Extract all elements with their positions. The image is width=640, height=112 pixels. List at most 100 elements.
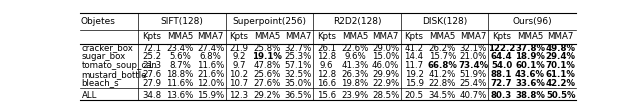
Text: 72.1: 72.1 [142,43,161,53]
Text: Ours(96): Ours(96) [513,17,552,26]
Text: Kpts: Kpts [142,32,161,41]
Text: MMA7: MMA7 [372,32,399,41]
Text: DISK(128): DISK(128) [422,17,467,26]
Text: 21.6%: 21.6% [197,70,224,79]
Text: 29.2%: 29.2% [254,91,281,100]
Text: 72.7: 72.7 [491,79,513,88]
Text: 25.8%: 25.8% [254,43,281,53]
Text: 80.3: 80.3 [491,91,512,100]
Text: sugar_box: sugar_box [81,52,125,61]
Text: MMA7: MMA7 [285,32,311,41]
Text: Kpts: Kpts [317,32,336,41]
Text: 15.0%: 15.0% [372,52,399,61]
Text: 70.1%: 70.1% [546,61,575,70]
Text: 37.8%: 37.8% [515,43,545,53]
Text: 10.7: 10.7 [230,79,248,88]
Text: 16.6: 16.6 [317,79,336,88]
Text: 12.8: 12.8 [317,52,336,61]
Text: 27.6%: 27.6% [254,79,281,88]
Text: 40.7%: 40.7% [460,91,487,100]
Text: 15.9: 15.9 [404,79,424,88]
Text: 122.2: 122.2 [488,43,515,53]
Text: 61.1%: 61.1% [546,70,575,79]
Text: 46.0%: 46.0% [372,61,399,70]
Text: 22.9%: 22.9% [372,79,399,88]
Text: 9.6: 9.6 [320,61,333,70]
Text: ALL: ALL [81,91,97,100]
Text: bleach_s: bleach_s [81,79,119,88]
Text: 28.5%: 28.5% [372,91,399,100]
Text: MMA7: MMA7 [460,32,486,41]
Text: 18.9%: 18.9% [515,52,545,61]
Text: 12.8: 12.8 [317,70,336,79]
Text: MMA5: MMA5 [517,32,543,41]
Text: 88.1: 88.1 [491,70,512,79]
Text: 34.8: 34.8 [142,91,161,100]
Text: 6.8%: 6.8% [200,52,221,61]
Text: mustard_bottle: mustard_bottle [81,70,147,79]
Text: 35.0%: 35.0% [284,79,312,88]
Text: 26.1: 26.1 [317,43,336,53]
Text: Kpts: Kpts [404,32,424,41]
Text: 15.7%: 15.7% [429,52,456,61]
Text: tomato_soup_can: tomato_soup_can [81,61,157,70]
Text: 29.4%: 29.4% [546,52,576,61]
Text: 41.2%: 41.2% [429,70,456,79]
Text: 23.4%: 23.4% [166,43,194,53]
Text: 8.7%: 8.7% [169,61,191,70]
Text: 32.5%: 32.5% [284,70,312,79]
Text: 41.3%: 41.3% [341,61,369,70]
Text: 33.6%: 33.6% [515,79,545,88]
Text: 51.9%: 51.9% [460,70,487,79]
Text: 60.1%: 60.1% [515,61,545,70]
Text: 32.7%: 32.7% [284,43,312,53]
Text: 15.6: 15.6 [317,91,336,100]
Text: 38.8%: 38.8% [515,91,545,100]
Text: 23.9%: 23.9% [341,91,369,100]
Text: 57.1%: 57.1% [284,61,312,70]
Text: 27.6: 27.6 [142,70,161,79]
Text: R2D2(128): R2D2(128) [333,17,381,26]
Text: 19.8%: 19.8% [341,79,369,88]
Text: 11.7: 11.7 [404,61,424,70]
Text: 22.8%: 22.8% [429,79,456,88]
Text: 50.5%: 50.5% [546,91,575,100]
Text: 9.7: 9.7 [232,61,246,70]
Text: 34.5%: 34.5% [429,91,456,100]
Text: 73.4%: 73.4% [458,61,488,70]
Text: 19.1%: 19.1% [253,52,282,61]
Text: 10.2: 10.2 [230,70,248,79]
Text: 14.4: 14.4 [404,52,424,61]
Text: Superpoint(256): Superpoint(256) [233,17,307,26]
Text: MMA5: MMA5 [429,32,456,41]
Text: 49.8%: 49.8% [546,43,576,53]
Text: 21.0%: 21.0% [460,52,487,61]
Text: 15.9%: 15.9% [197,91,224,100]
Text: 9.2: 9.2 [232,52,246,61]
Text: MMA5: MMA5 [254,32,281,41]
Text: 13.6%: 13.6% [166,91,194,100]
Text: 27.4%: 27.4% [197,43,224,53]
Text: 12.3: 12.3 [230,91,248,100]
Text: 42.2%: 42.2% [546,79,576,88]
Text: 26.3%: 26.3% [341,70,369,79]
Text: 19.2: 19.2 [404,70,424,79]
Text: MMA5: MMA5 [342,32,368,41]
Text: cracker_box: cracker_box [81,43,133,53]
Text: 9.6%: 9.6% [344,52,366,61]
Text: 21.3: 21.3 [142,61,161,70]
Text: 66.8%: 66.8% [428,61,458,70]
Text: 5.6%: 5.6% [169,52,191,61]
Text: 47.8%: 47.8% [254,61,281,70]
Text: 22.6%: 22.6% [341,43,369,53]
Text: 25.3%: 25.3% [284,52,312,61]
Text: 54.0: 54.0 [491,61,512,70]
Text: 11.6%: 11.6% [197,61,224,70]
Text: MMA5: MMA5 [167,32,193,41]
Text: 21.9: 21.9 [230,43,248,53]
Text: 25.6%: 25.6% [254,70,281,79]
Text: SIFT(128): SIFT(128) [161,17,204,26]
Text: 18.8%: 18.8% [166,70,194,79]
Text: MMA7: MMA7 [547,32,574,41]
Text: MMA7: MMA7 [197,32,224,41]
